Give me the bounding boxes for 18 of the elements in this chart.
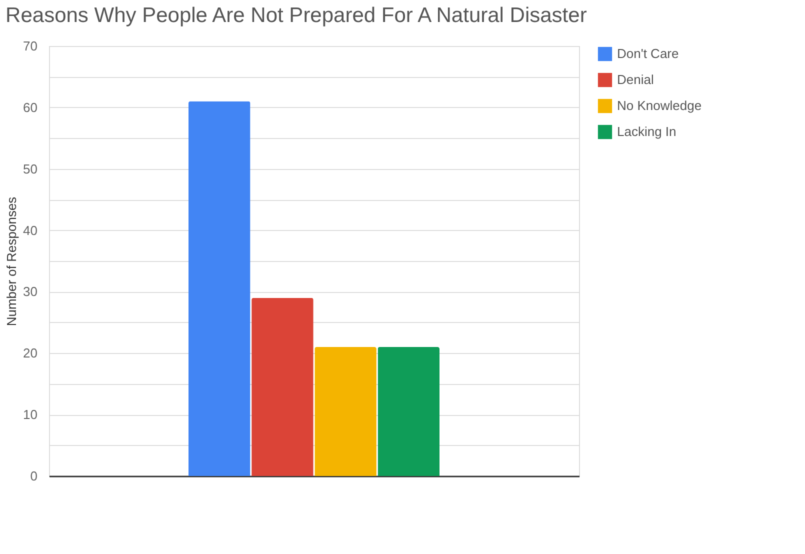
bar <box>314 347 376 476</box>
y-tick-label: 70 <box>23 38 38 54</box>
legend-label: No Knowledge <box>617 98 702 113</box>
legend-label: Lacking In <box>617 124 676 139</box>
legend-label: Denial <box>617 72 654 87</box>
chart-title: Reasons Why People Are Not Prepared For A Natural Disaster <box>6 4 587 27</box>
legend-label: Don't Care <box>617 46 679 61</box>
y-tick-label: 20 <box>23 346 38 361</box>
y-tick-label: 10 <box>23 407 38 422</box>
y-tick-label: 40 <box>23 222 38 238</box>
y-axis-title: Number of Responses <box>4 196 20 326</box>
y-tick-label: 50 <box>23 161 38 176</box>
y-tick-label: 60 <box>23 100 38 115</box>
y-tick-label: 30 <box>23 284 38 300</box>
bar <box>378 347 440 476</box>
bar <box>252 298 314 476</box>
bar <box>188 101 250 476</box>
y-tick-label: 0 <box>30 468 38 484</box>
